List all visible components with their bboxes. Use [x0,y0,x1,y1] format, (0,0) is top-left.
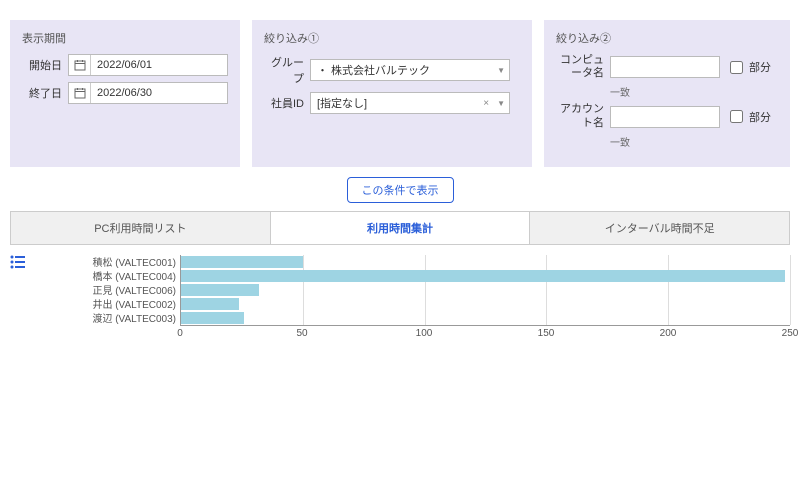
tab[interactable]: PC利用時間リスト [11,212,271,244]
account-partial-checkbox[interactable] [730,110,743,123]
computer-input[interactable] [610,56,720,78]
account-label: アカウント名 [556,103,604,129]
calendar-icon[interactable] [69,55,91,75]
employee-select[interactable]: [指定なし] × ▼ [310,92,510,114]
computer-partial-checkbox[interactable] [730,61,743,74]
filter2-title: 絞り込み② [556,30,778,46]
tabs: PC利用時間リスト利用時間集計インターバル時間不足 [10,211,790,245]
start-date-label: 開始日 [22,57,62,73]
chart-row-label: 積松 (VALTEC001) [80,254,180,269]
filter1-title: 絞り込み① [264,30,520,46]
axis-tick: 0 [177,328,183,339]
tab[interactable]: 利用時間集計 [271,212,531,244]
end-date-value: 2022/06/30 [91,87,158,99]
chart-bar [181,284,259,296]
chart-bar [181,270,785,282]
chart-row-label: 正見 (VALTEC006) [80,282,180,297]
filter2-panel: 絞り込み② コンピュータ名 部分 一致 アカウント名 部分 一致 [544,20,790,167]
calendar-icon[interactable] [69,83,91,103]
computer-match-label: 一致 [610,84,778,99]
submit-button[interactable]: この条件で表示 [347,177,454,203]
axis-tick: 150 [538,328,555,339]
account-match-label: 一致 [610,134,778,149]
employee-value: [指定なし] [317,95,483,111]
chart-bar [181,256,303,268]
group-select[interactable]: ・ 株式会社バルテック ▼ [310,59,510,81]
account-input[interactable] [610,106,720,128]
usage-chart: 積松 (VALTEC001)橋本 (VALTEC004)正見 (VALTEC00… [80,255,790,340]
filter1-panel: 絞り込み① グループ ・ 株式会社バルテック ▼ 社員ID [指定なし] × ▼ [252,20,532,167]
partial-label: 部分 [749,109,771,125]
chart-bar [181,298,239,310]
clear-icon[interactable]: × [483,98,489,109]
employee-label: 社員ID [264,95,304,111]
group-value: ・ 株式会社バルテック [317,62,493,78]
axis-tick: 50 [296,328,307,339]
chart-row-label: 橋本 (VALTEC004) [80,268,180,283]
chart-bar [181,312,244,324]
chart-row-label: 渡辺 (VALTEC003) [80,310,180,325]
chevron-down-icon: ▼ [497,99,505,108]
computer-label: コンピュータ名 [556,54,604,80]
list-icon[interactable] [10,255,26,272]
partial-label: 部分 [749,59,771,75]
group-label: グループ [264,54,304,86]
start-date-input[interactable]: 2022/06/01 [68,54,228,76]
axis-tick: 100 [416,328,433,339]
chart-area: 積松 (VALTEC001)橋本 (VALTEC004)正見 (VALTEC00… [10,255,790,340]
axis-tick: 200 [660,328,677,339]
axis-tick: 250 [782,328,799,339]
start-date-value: 2022/06/01 [91,59,158,71]
end-date-input[interactable]: 2022/06/30 [68,82,228,104]
chart-row-label: 井出 (VALTEC002) [80,296,180,311]
end-date-label: 終了日 [22,85,62,101]
period-title: 表示期間 [22,30,228,46]
filter-panels: 表示期間 開始日 2022/06/01 終了日 2022/06/30 [10,20,790,167]
chevron-down-icon: ▼ [497,66,505,75]
tab[interactable]: インターバル時間不足 [530,212,789,244]
period-panel: 表示期間 開始日 2022/06/01 終了日 2022/06/30 [10,20,240,167]
